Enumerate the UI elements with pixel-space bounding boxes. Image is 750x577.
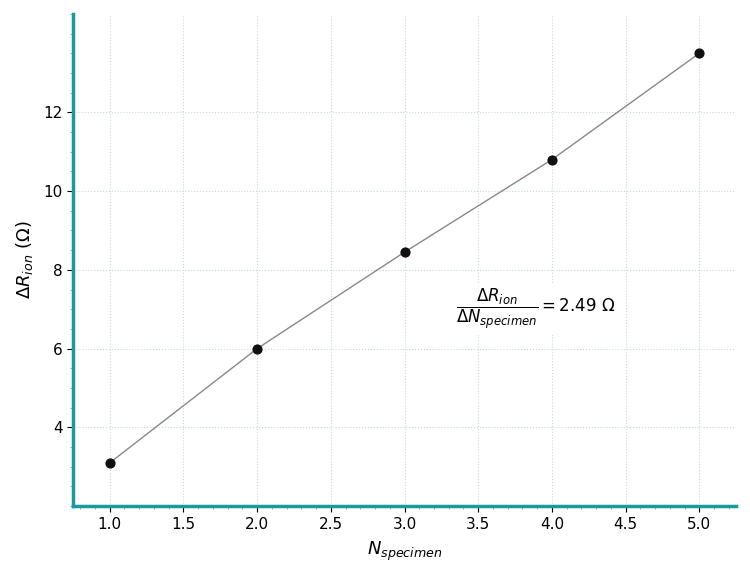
- Point: [398, 248, 410, 257]
- Point: [251, 344, 263, 353]
- Text: $\dfrac{\Delta R_{ion}}{\Delta N_{specimen}} = 2.49\ \Omega$: $\dfrac{\Delta R_{ion}}{\Delta N_{specim…: [456, 287, 616, 331]
- Point: [693, 48, 705, 58]
- Point: [546, 155, 558, 164]
- Y-axis label: $\Delta R_{ion}\ (\Omega)$: $\Delta R_{ion}\ (\Omega)$: [14, 221, 35, 299]
- X-axis label: $N_{specimen}$: $N_{specimen}$: [367, 540, 442, 563]
- Point: [104, 458, 116, 467]
